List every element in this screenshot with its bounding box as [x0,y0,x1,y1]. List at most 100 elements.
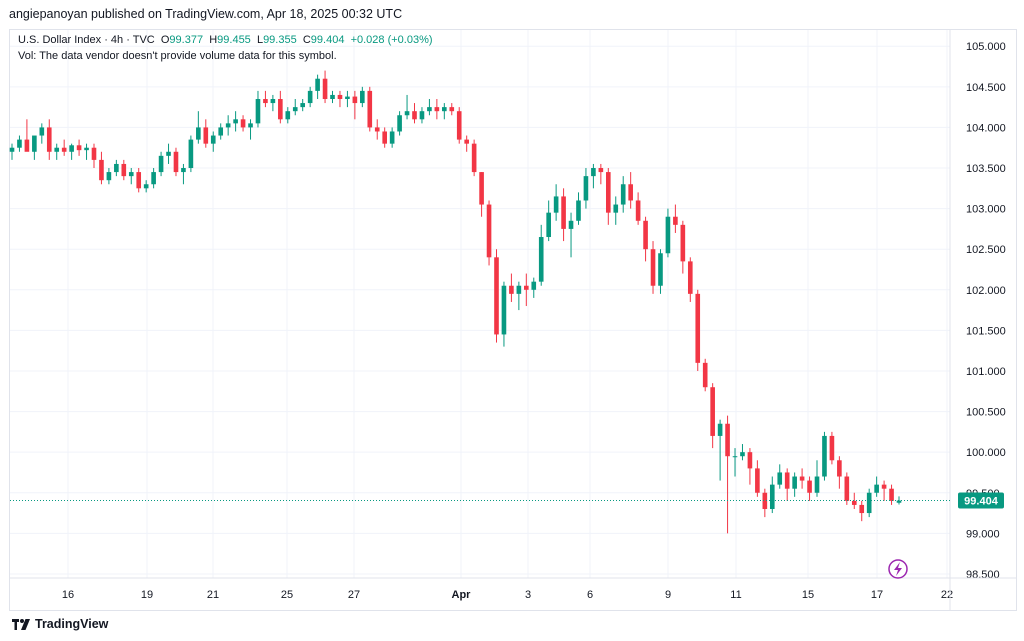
candle-body [367,90,373,128]
candle-body [196,127,201,140]
candle-body [9,147,15,152]
candle-body [710,387,715,436]
candle-body [531,281,537,290]
candle-body [210,135,216,144]
close-value: 99.404 [310,34,345,46]
candle-body [218,127,224,136]
x-tick-label: 17 [871,589,883,601]
candle-body [158,155,164,173]
candle-body [620,184,626,205]
y-tick-label: 99.000 [966,528,1000,540]
candle-body [106,172,112,181]
candle-body [114,163,119,173]
y-tick-label: 98.500 [966,569,1000,581]
candle-body [151,172,156,185]
candle-body [538,237,544,282]
candle-body [702,362,708,388]
volume-note: Vol: The data vendor doesn't provide vol… [18,50,337,62]
candle-body [248,123,253,128]
x-tick-label: 9 [665,589,671,601]
y-tick-label: 103.500 [966,163,1006,175]
candle-body [732,456,738,458]
candle-body [389,131,395,144]
candle-body [516,285,522,294]
candle-body [486,204,492,258]
y-tick-label: 102.500 [966,244,1006,256]
candle-body [17,139,22,148]
candle-body [866,492,872,514]
candle-body [471,143,477,173]
candle-body [695,293,701,363]
candle-body [337,94,343,100]
candle-body [292,107,298,112]
candle-body [583,176,589,201]
candle-body [434,107,440,112]
candle-body [889,488,894,501]
candle-body [792,476,797,489]
candle-body [404,111,410,116]
candle-body [382,131,387,144]
candle-body [479,172,484,205]
candle-body [456,111,462,140]
candle-body [136,172,142,189]
candle-body [173,151,179,173]
x-tick-label: 25 [281,589,293,601]
candle-body [807,480,812,493]
candle-body [121,163,127,177]
candle-body [32,135,37,152]
y-tick-label: 101.000 [966,366,1006,378]
candle-body [285,111,291,120]
close-label: C [302,34,311,46]
candle-body [643,220,648,250]
y-tick-label: 103.000 [966,204,1006,216]
chart-border [9,29,1017,611]
x-tick-label: 19 [141,589,153,601]
candle-body [84,147,89,151]
lightning-icon [894,562,902,576]
candle-body [203,127,209,144]
candle-body [501,285,507,335]
candle-body [829,435,835,461]
y-tick-label: 102.000 [966,285,1006,297]
x-tick-label: 3 [525,589,531,601]
candle-body [717,423,723,436]
y-tick-label: 101.500 [966,325,1006,337]
x-tick-label: 6 [587,589,593,601]
low-label: L [256,34,264,46]
candle-body [307,90,313,104]
candle-body [680,224,686,262]
candle-body [725,423,730,457]
high-label: H [209,34,218,46]
y-tick-label: 104.500 [966,82,1006,94]
candle-body [605,172,611,213]
candle-body [300,103,306,108]
candle-body [166,151,171,156]
candle-body [591,168,596,177]
candle-body [143,184,149,189]
candle-body [799,476,805,481]
candle-body [844,476,850,501]
y-tick-label: 100.000 [966,447,1006,459]
candle-body [263,99,268,104]
publisher-line: angiepanoyan published on TradingView.co… [9,7,403,21]
candle-body [896,500,902,503]
candle-body [54,147,60,152]
candle-body [91,147,97,160]
candle-body [747,452,753,469]
candle-body [524,285,529,290]
candle-body [360,90,365,104]
candle-body [427,107,432,112]
x-tick-label: 16 [62,589,74,601]
symbol-label: U.S. Dollar Index · 4h · TVC [18,34,155,46]
candle-body [576,200,581,221]
candle-body [755,468,760,493]
candle-body [322,78,328,100]
candle-body [762,492,768,509]
last-price-tag [958,492,1004,509]
x-tick-label: 11 [730,589,741,601]
candle-body [769,484,775,509]
candle-body [859,504,865,514]
candle-body [837,460,842,477]
